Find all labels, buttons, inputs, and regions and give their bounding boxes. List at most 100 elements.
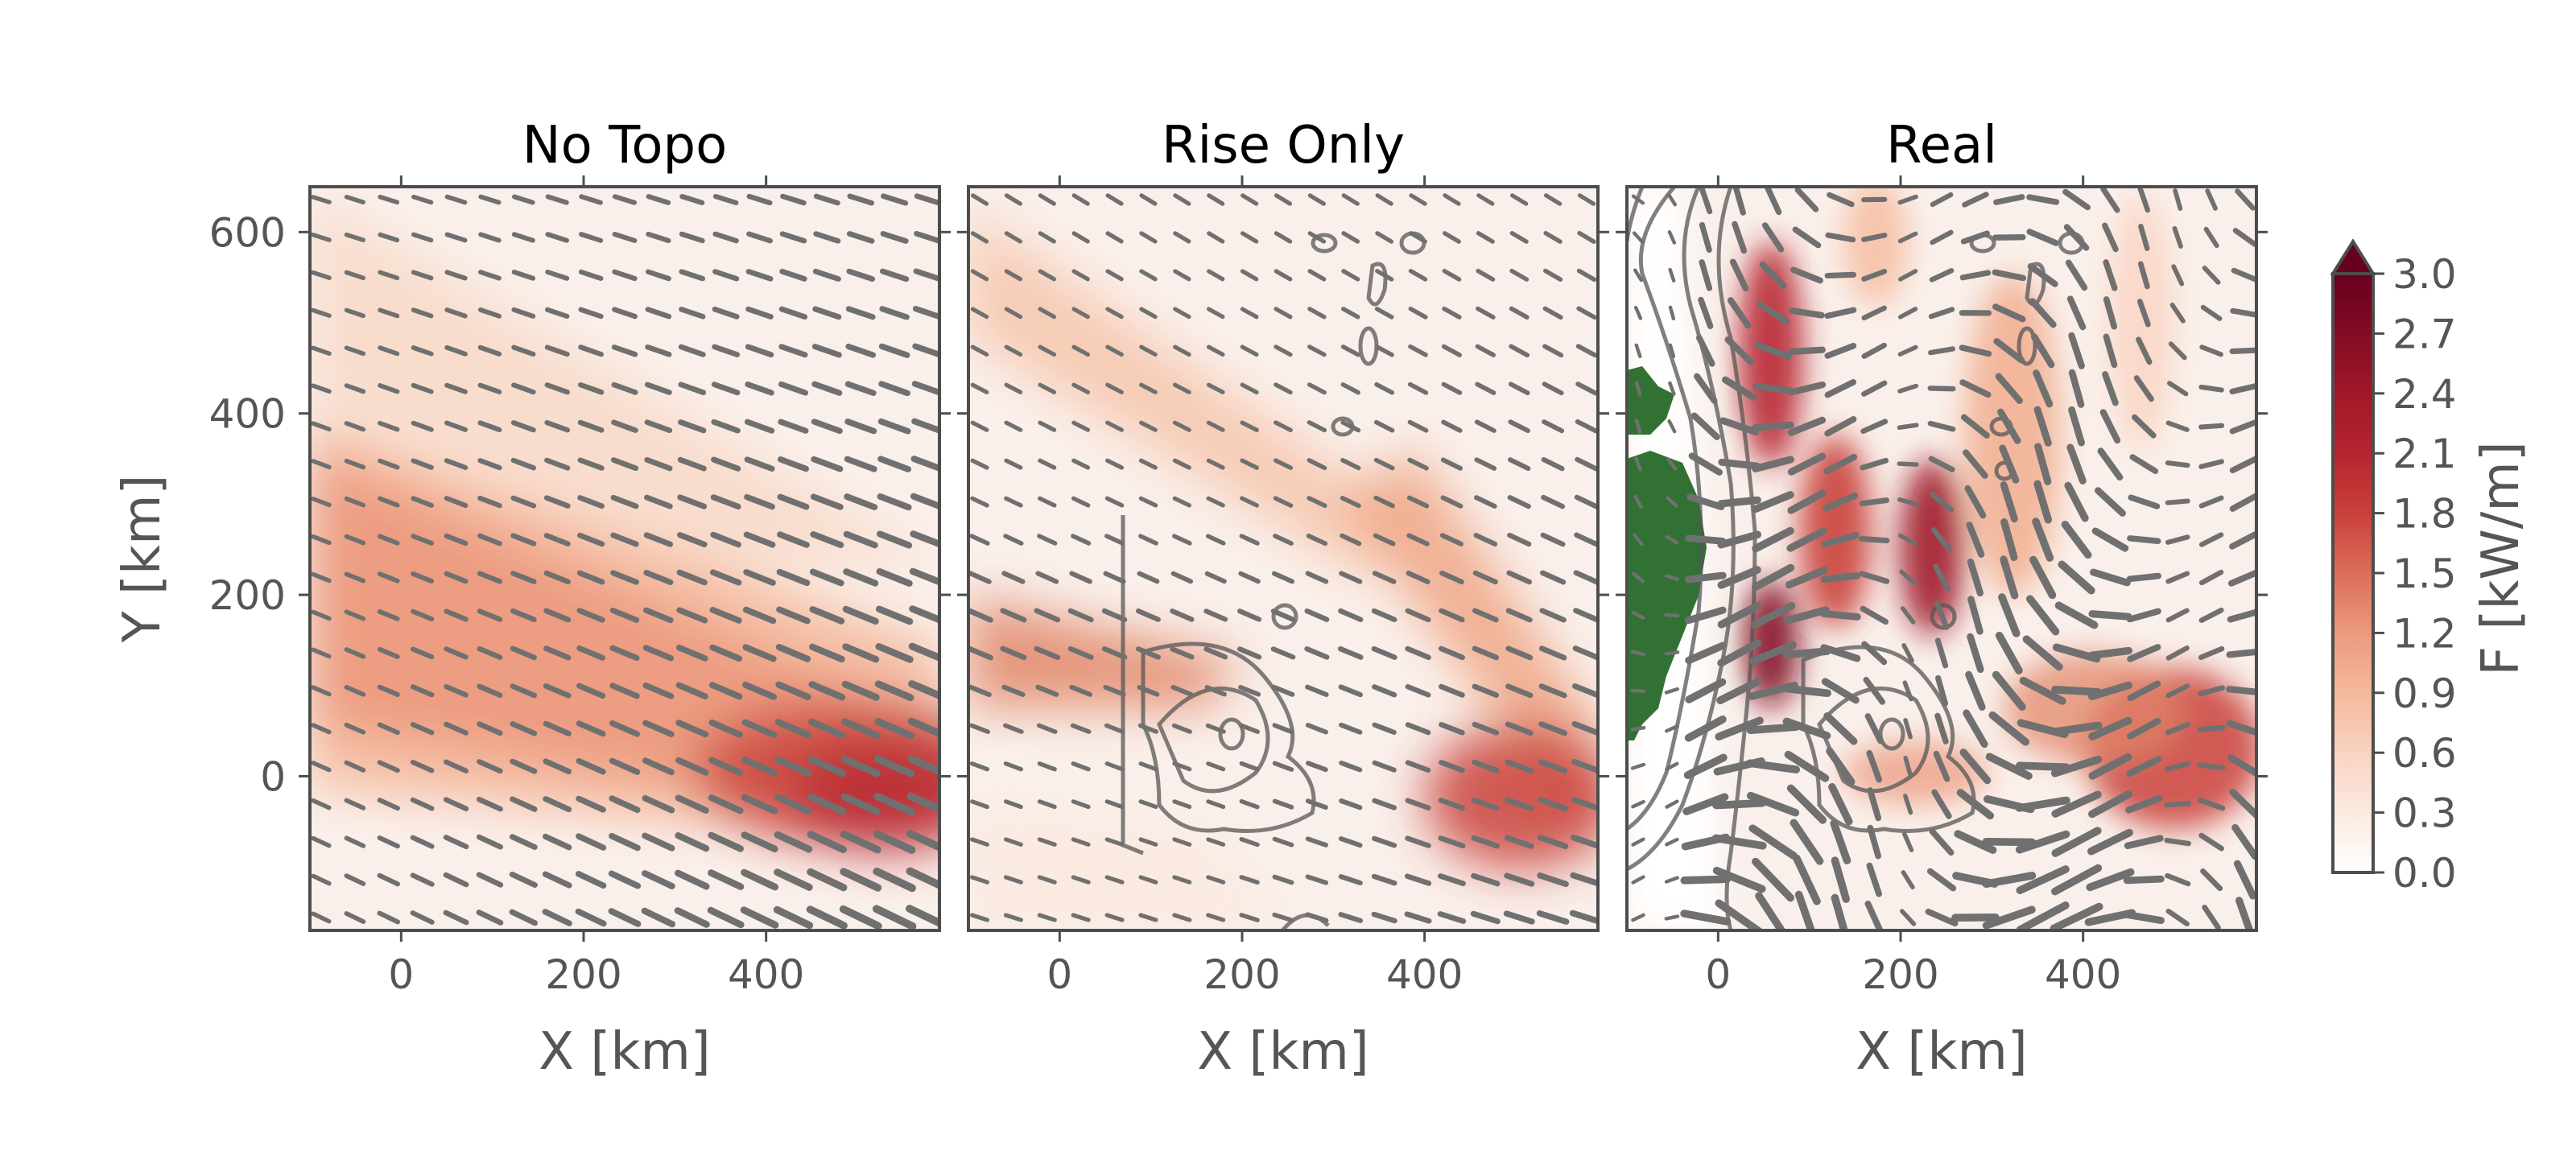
flux-arrow <box>1037 875 1057 885</box>
flux-arrow <box>1787 489 1827 514</box>
flux-arrow <box>1304 608 1330 622</box>
flux-arrow <box>477 344 502 357</box>
flux-arrow <box>1959 344 1992 357</box>
flux-arrow <box>968 684 992 698</box>
flux-arrow <box>1784 606 1830 625</box>
flux-arrow <box>1105 231 1124 244</box>
flux-arrow <box>578 307 604 320</box>
colorbar-tick-label: 2.1 <box>2392 431 2457 477</box>
flux-arrow <box>2051 827 2102 857</box>
flux-arrow <box>1575 344 1598 358</box>
flux-arrow <box>1717 530 1762 549</box>
flux-arrow <box>1105 382 1124 394</box>
flux-arrow <box>2022 635 2063 671</box>
flux-arrow <box>1038 307 1057 320</box>
flux-arrow <box>311 421 332 432</box>
flux-arrow <box>344 873 366 886</box>
flux-arrow <box>1038 420 1057 432</box>
flux-arrow <box>809 606 845 625</box>
flux-arrow <box>2016 901 2070 930</box>
flux-arrow <box>1038 231 1056 244</box>
flux-arrow <box>1509 344 1530 358</box>
flux-arrow <box>2198 569 2224 586</box>
flux-arrow <box>1716 677 1763 704</box>
flux-arrow <box>775 643 811 662</box>
flux-arrow <box>1474 419 1496 433</box>
flux-arrow <box>1668 343 1676 358</box>
flux-arrow <box>1631 610 1645 621</box>
flux-vectors-rise-only <box>968 193 1598 925</box>
flux-arrow <box>1237 608 1262 622</box>
flux-arrow <box>1934 600 1950 630</box>
flux-arrow <box>674 869 710 890</box>
flux-arrow <box>444 458 469 470</box>
flux-arrow <box>1373 495 1395 509</box>
flux-arrow <box>1139 269 1158 282</box>
flux-arrow <box>1173 269 1191 282</box>
flux-arrow <box>1866 749 1883 783</box>
flux-arrow <box>1071 496 1091 508</box>
flux-arrow <box>1755 892 1786 930</box>
flux-arrow <box>2198 532 2224 547</box>
flux-arrow <box>576 532 605 547</box>
flux-arrow <box>1273 534 1294 546</box>
flux-arrow <box>2095 487 2126 517</box>
flux-arrow <box>1238 684 1261 697</box>
flux-arrow <box>2126 572 2161 583</box>
flux-arrow <box>1928 456 1955 472</box>
y-tick-label: 0 <box>260 753 286 800</box>
flux-arrow <box>839 905 882 930</box>
flux-arrow <box>1404 911 1432 924</box>
flux-arrow <box>780 193 807 206</box>
flux-arrow <box>1305 836 1328 848</box>
flux-arrow <box>1135 608 1161 622</box>
flux-arrow <box>477 307 502 319</box>
flux-arrow <box>1203 646 1228 660</box>
flux-arrow <box>2051 790 2102 818</box>
flux-arrow <box>1954 830 1997 854</box>
flux-arrow <box>970 420 989 432</box>
flux-arrow <box>708 757 744 776</box>
flux-arrow <box>2198 645 2225 660</box>
flux-arrow <box>344 722 366 735</box>
flux-arrow <box>1104 723 1125 734</box>
flux-arrow <box>1272 836 1294 848</box>
flux-arrow <box>2165 872 2191 887</box>
flux-arrow <box>544 419 571 433</box>
flux-arrow <box>344 458 366 470</box>
flux-arrow <box>1861 233 1888 242</box>
flux-arrow <box>1794 187 1819 212</box>
flux-arrow <box>2019 676 2066 705</box>
flux-arrow <box>2136 299 2151 328</box>
flux-arrow <box>1509 306 1530 320</box>
flux-arrow <box>311 233 332 242</box>
flux-arrow <box>311 761 332 773</box>
flux-arrow <box>1506 570 1533 585</box>
colorbar-tick-label: 1.5 <box>2392 551 2457 597</box>
panel-rise-only: 0 200 400 X [km] Rise Only <box>957 116 1609 1082</box>
flux-arrow <box>2229 347 2256 355</box>
flux-arrow <box>1722 376 1757 401</box>
flux-arrow <box>1505 683 1534 699</box>
flux-arrow <box>2165 460 2190 468</box>
flux-arrow <box>1372 571 1397 584</box>
flux-arrow <box>542 909 572 926</box>
flux-arrow <box>2227 753 2256 777</box>
flux-arrow <box>1823 711 1858 745</box>
flux-arrow <box>609 757 641 775</box>
flux-arrow <box>1998 593 2021 637</box>
flux-arrow <box>1993 194 2025 205</box>
flux-arrow <box>1139 307 1158 320</box>
flux-arrow <box>1540 532 1566 547</box>
flux-arrow <box>612 194 638 205</box>
flux-arrow <box>912 306 939 320</box>
flux-arrow <box>1752 857 1795 902</box>
flux-arrow <box>1901 643 1914 663</box>
flux-arrow <box>1571 796 1598 812</box>
flux-arrow <box>2198 459 2224 469</box>
flux-arrow <box>2229 455 2256 474</box>
flux-arrow <box>812 268 841 282</box>
flux-arrow <box>743 531 776 548</box>
flux-arrow <box>1172 761 1192 772</box>
flux-arrow <box>1207 269 1225 282</box>
